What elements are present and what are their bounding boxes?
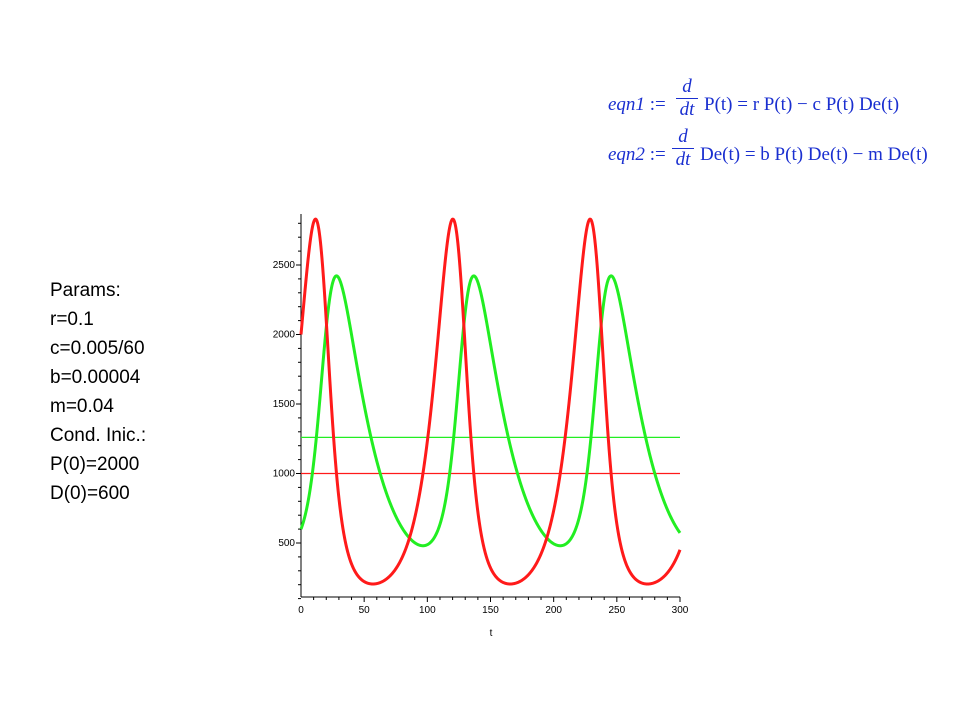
eq2-derivative-den: dt xyxy=(675,149,691,170)
x-tick-label: 300 xyxy=(672,605,689,616)
param-m: m=0.04 xyxy=(50,396,114,417)
eq2-rhs: De(t) = b P(t) De(t) − m De(t) xyxy=(700,144,928,165)
eq2-derivative-num: d xyxy=(678,126,688,147)
y-tick-label: 500 xyxy=(278,538,295,549)
x-tick-label: 150 xyxy=(482,605,499,616)
eq1-name: eqn1 xyxy=(608,94,645,115)
initial-d: D(0)=600 xyxy=(50,483,130,504)
param-b: b=0.00004 xyxy=(50,367,141,388)
initial-conditions-heading: Cond. Inic.: xyxy=(50,425,147,446)
eq1-assign: := xyxy=(649,94,666,115)
param-r: r=0.1 xyxy=(50,309,94,330)
eq2-name: eqn2 xyxy=(608,144,645,165)
x-tick-label: 100 xyxy=(419,605,436,616)
eq1-derivative-den: dt xyxy=(679,99,695,120)
eq1-derivative-num: d xyxy=(682,76,692,97)
eq2-assign: := xyxy=(649,144,666,165)
y-tick-label: 2500 xyxy=(273,260,296,271)
y-tick-label: 2000 xyxy=(273,330,296,341)
initial-p: P(0)=2000 xyxy=(50,454,140,475)
x-tick-label: 250 xyxy=(608,605,625,616)
prey-series-line xyxy=(299,217,682,586)
x-axis-label: t xyxy=(490,628,493,639)
x-tick-label: 0 xyxy=(298,605,304,616)
y-tick-label: 1500 xyxy=(273,399,296,410)
equation-1: eqn1 := d dt P(t) = r P(t) − c P(t) De(t… xyxy=(608,76,958,128)
params-panel: Params: r=0.1 c=0.005/60 b=0.00004 m=0.0… xyxy=(50,276,146,508)
eq2-derivative: d dt xyxy=(672,126,694,171)
equations-block: eqn1 := d dt P(t) = r P(t) − c P(t) De(t… xyxy=(608,76,958,178)
predator-series-line xyxy=(299,274,682,548)
eq1-rhs: P(t) = r P(t) − c P(t) De(t) xyxy=(704,94,900,115)
equation-2: eqn2 := d dt De(t) = b P(t) De(t) − m De… xyxy=(608,126,958,178)
x-tick-label: 50 xyxy=(359,605,371,616)
y-tick-label: 1000 xyxy=(273,469,296,480)
x-tick-label: 200 xyxy=(545,605,562,616)
param-c: c=0.005/60 xyxy=(50,338,145,359)
params-heading: Params: xyxy=(50,280,121,301)
eq1-derivative: d dt xyxy=(676,76,698,121)
